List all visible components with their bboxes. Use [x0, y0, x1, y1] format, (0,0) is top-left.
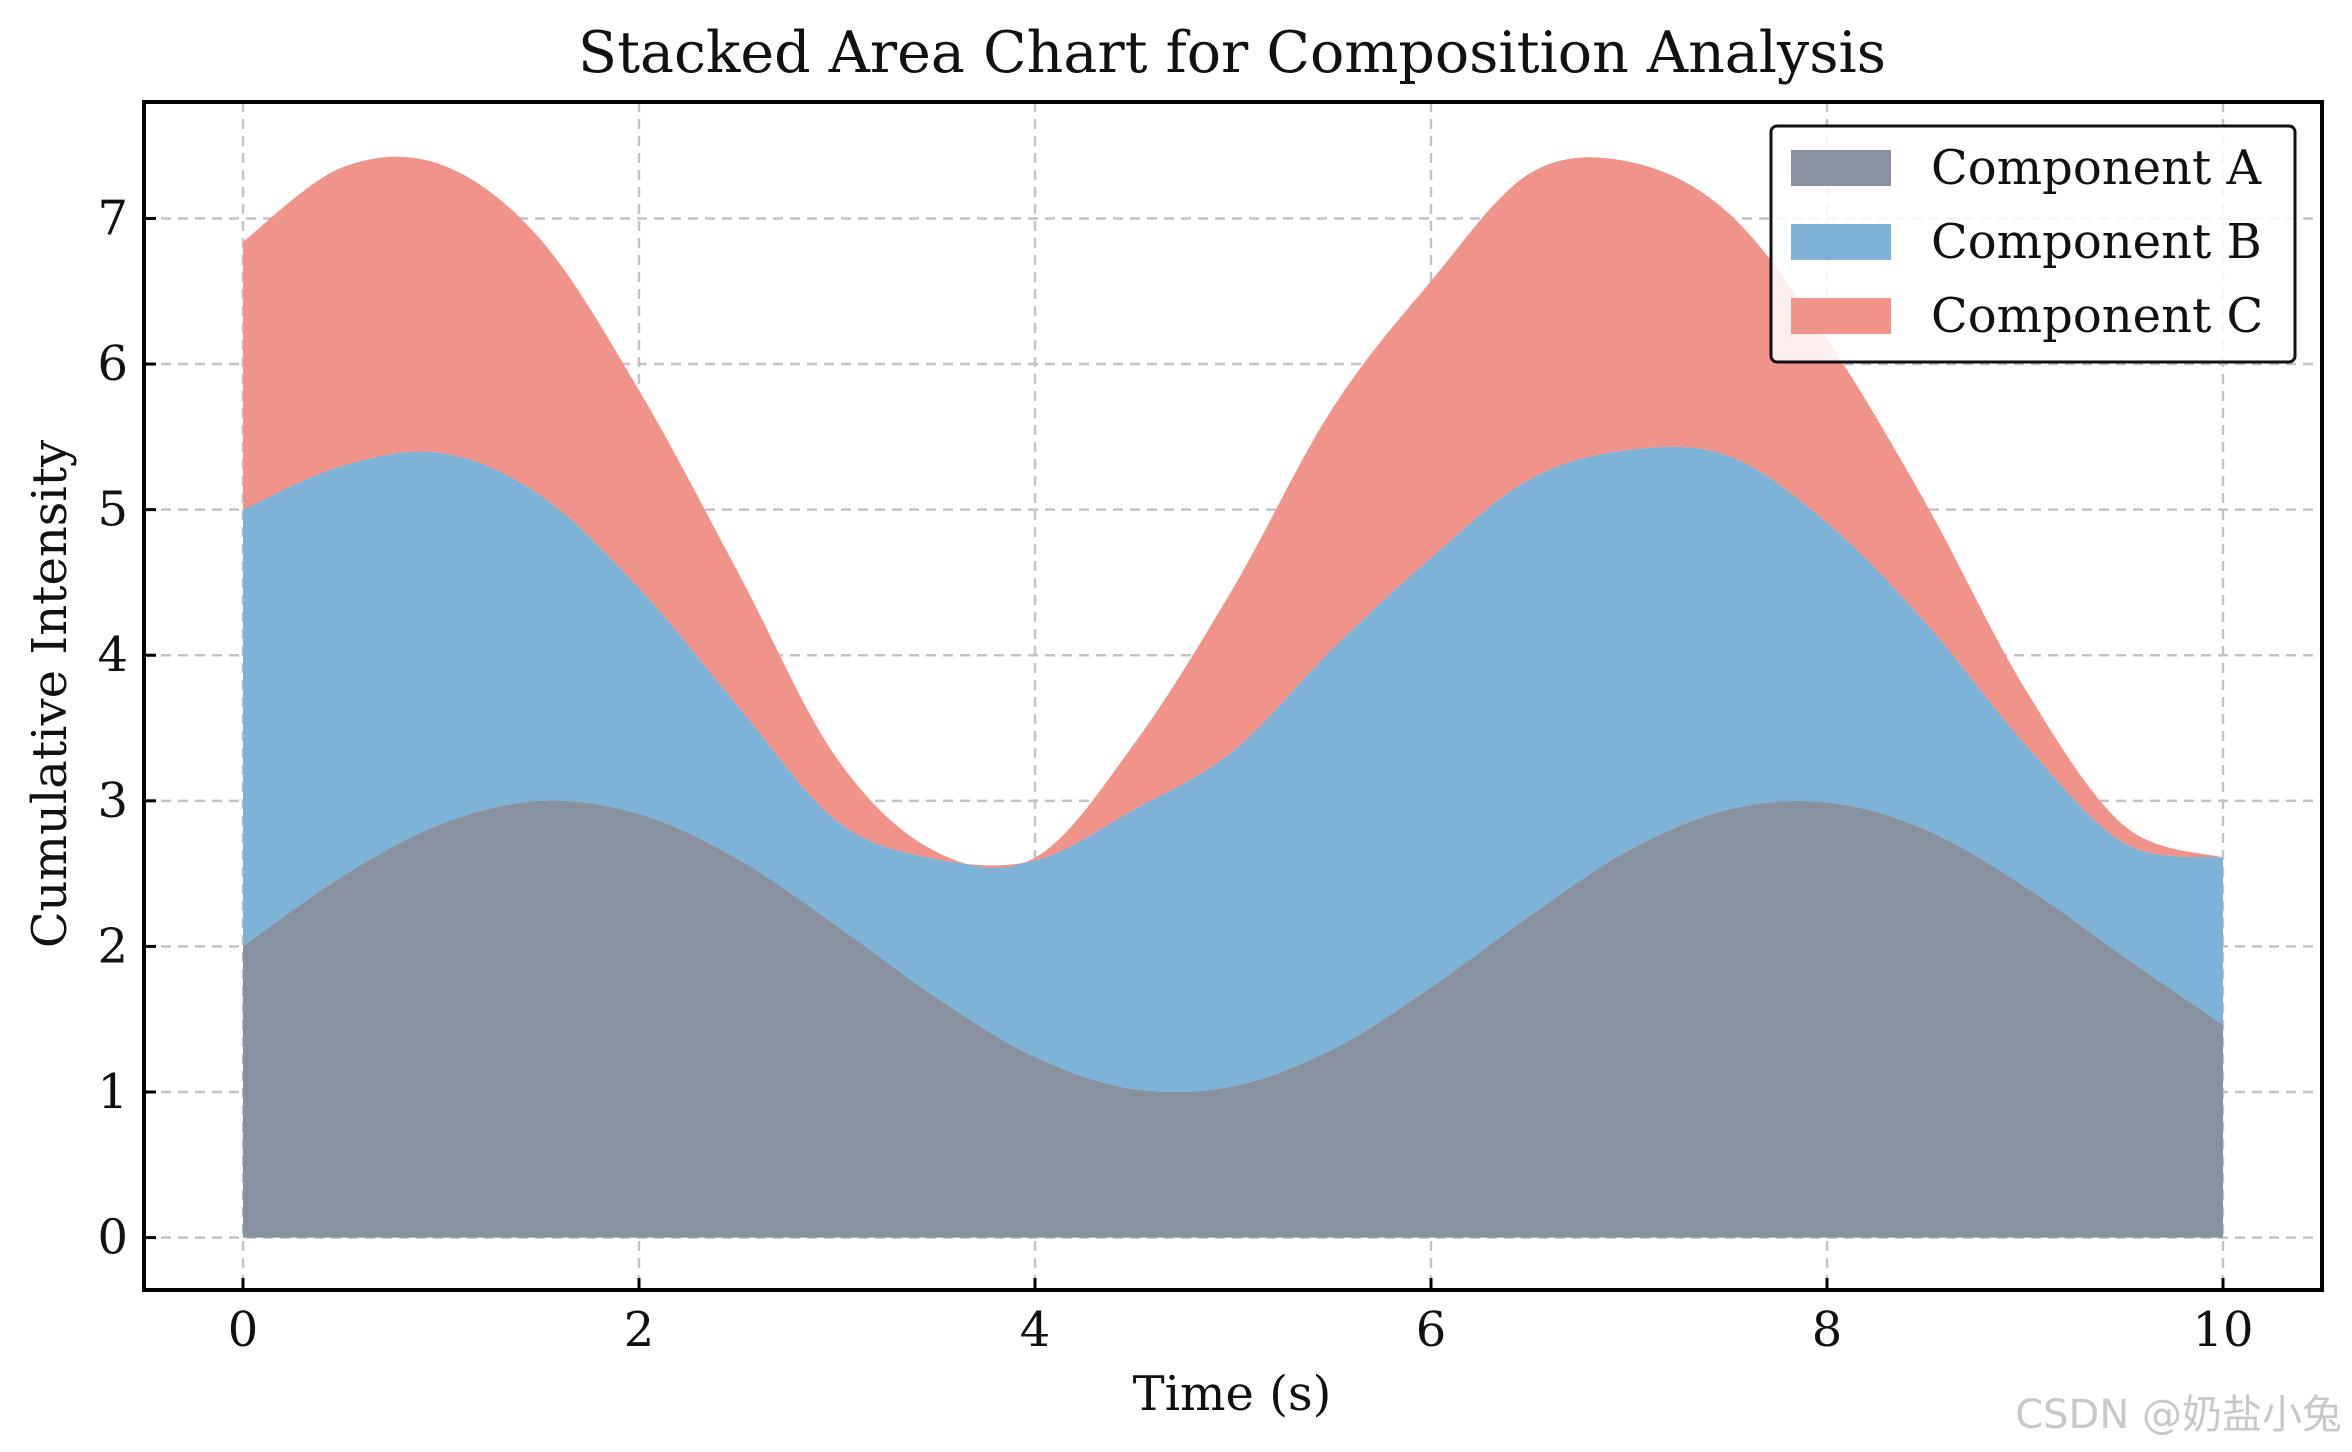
- legend-swatch: [1791, 150, 1891, 186]
- legend-box: [1769, 124, 2297, 364]
- watermark: CSDN @奶盐小兔: [2015, 1392, 2342, 1438]
- y-tick-label: 1: [97, 1064, 128, 1120]
- plot-frame: [142, 100, 2324, 1292]
- area-series: [243, 156, 2223, 1238]
- legend-label: Component B: [1931, 214, 2262, 270]
- axis-ticks: 0 2 4 6 8 10 0 1 2 3 4 5 6 7: [97, 190, 2253, 1358]
- y-tick-label: 0: [97, 1210, 128, 1266]
- legend-label: Component A: [1931, 140, 2263, 196]
- legend: Component A Component B Component C: [1769, 124, 2297, 364]
- legend-swatch: [1791, 298, 1891, 334]
- x-tick-label: 0: [228, 1302, 259, 1358]
- y-axis-label: Cumulative Intensity: [22, 440, 78, 948]
- x-tick-label: 6: [1416, 1302, 1447, 1358]
- legend-swatch: [1791, 224, 1891, 260]
- legend-label: Component C: [1931, 288, 2263, 344]
- y-tick-label: 4: [97, 627, 128, 683]
- x-tick-label: 8: [1812, 1302, 1843, 1358]
- y-tick-label: 2: [97, 918, 128, 974]
- y-tick-label: 3: [97, 773, 128, 829]
- x-axis-label: Time (s): [1133, 1366, 1332, 1422]
- y-tick-label: 6: [97, 336, 128, 392]
- y-tick-label: 5: [97, 482, 128, 538]
- x-tick-label: 10: [2192, 1302, 2253, 1358]
- chart-title: Stacked Area Chart for Composition Analy…: [578, 20, 1886, 86]
- x-tick-label: 2: [624, 1302, 655, 1358]
- area-component-c: [243, 156, 2223, 869]
- area-component-b: [243, 446, 2223, 1093]
- y-tick-label: 7: [97, 190, 128, 246]
- area-component-a: [243, 800, 2223, 1238]
- x-tick-label: 4: [1020, 1302, 1051, 1358]
